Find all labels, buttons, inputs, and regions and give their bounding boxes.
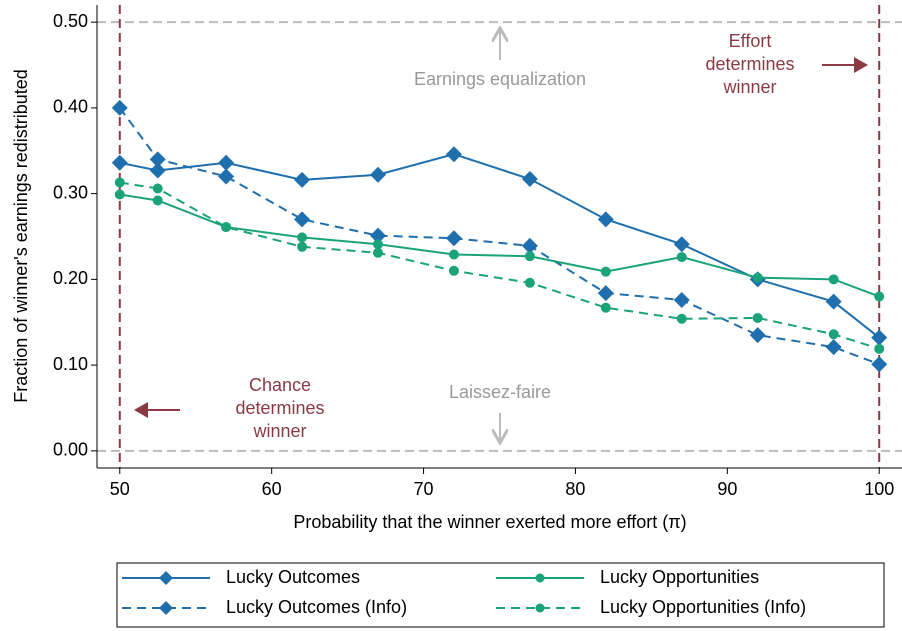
point — [294, 171, 311, 188]
point — [600, 266, 611, 277]
point — [114, 189, 125, 200]
point — [600, 302, 611, 313]
point — [448, 249, 459, 260]
series-line — [119, 153, 880, 339]
annotation: Effort — [729, 31, 772, 51]
point — [149, 162, 166, 179]
y-tick-label: 0.10 — [53, 354, 88, 374]
point — [152, 195, 163, 206]
point — [828, 274, 839, 285]
y-tick-label: 0.40 — [53, 97, 88, 117]
point — [825, 293, 842, 310]
point — [369, 227, 386, 244]
point — [152, 183, 163, 194]
point — [825, 339, 842, 356]
point — [445, 146, 462, 163]
point — [218, 168, 235, 185]
point — [448, 265, 459, 276]
point — [828, 329, 839, 340]
legend-marker — [535, 603, 545, 613]
annotation: Chance — [249, 375, 311, 395]
point — [752, 272, 763, 283]
x-tick-label: 80 — [565, 479, 585, 499]
legend-box — [116, 562, 885, 628]
series-line — [118, 107, 880, 366]
point — [752, 312, 763, 323]
point — [445, 230, 462, 247]
legend-marker — [159, 601, 173, 615]
point — [676, 313, 687, 324]
point — [221, 222, 232, 233]
x-tick-label: 90 — [717, 479, 737, 499]
point — [369, 166, 386, 183]
point — [114, 177, 125, 188]
x-tick-label: 60 — [262, 479, 282, 499]
point — [871, 329, 888, 346]
annotation: determines — [705, 54, 794, 74]
annotation: determines — [235, 398, 324, 418]
legend-marker — [535, 573, 545, 583]
annotation: Earnings equalization — [414, 69, 586, 89]
x-tick-label: 100 — [864, 479, 894, 499]
x-tick-label: 70 — [414, 479, 434, 499]
point — [673, 291, 690, 308]
point — [597, 285, 614, 302]
point — [372, 239, 383, 250]
point — [294, 211, 311, 228]
annotation: winner — [252, 421, 306, 441]
point — [372, 247, 383, 258]
x-axis-label: Probability that the winner exerted more… — [293, 512, 686, 532]
point — [874, 343, 885, 354]
legend-label: Lucky Outcomes — [226, 567, 360, 587]
point — [521, 171, 538, 188]
legend-label: Lucky Outcomes (Info) — [226, 597, 407, 617]
annotation: winner — [722, 77, 776, 97]
y-tick-label: 0.00 — [53, 440, 88, 460]
point — [874, 291, 885, 302]
point — [521, 237, 538, 254]
point — [524, 277, 535, 288]
point — [297, 241, 308, 252]
annotation: Laissez-faire — [449, 382, 551, 402]
x-tick-label: 50 — [110, 479, 130, 499]
point — [111, 154, 128, 171]
y-tick-label: 0.20 — [53, 268, 88, 288]
point — [111, 99, 128, 116]
legend-label: Lucky Opportunities (Info) — [600, 597, 806, 617]
point — [749, 327, 766, 344]
point — [676, 252, 687, 263]
point — [218, 154, 235, 171]
point — [871, 356, 888, 373]
y-tick-label: 0.50 — [53, 11, 88, 31]
series-line — [119, 193, 880, 298]
point — [149, 151, 166, 168]
point — [297, 232, 308, 243]
point — [673, 236, 690, 253]
point — [597, 211, 614, 228]
y-tick-label: 0.30 — [53, 182, 88, 202]
legend-marker — [159, 571, 173, 585]
legend-label: Lucky Opportunities — [600, 567, 759, 587]
point — [524, 251, 535, 262]
series-line — [119, 181, 880, 350]
y-axis-label: Fraction of winner's earnings redistribu… — [11, 69, 31, 403]
